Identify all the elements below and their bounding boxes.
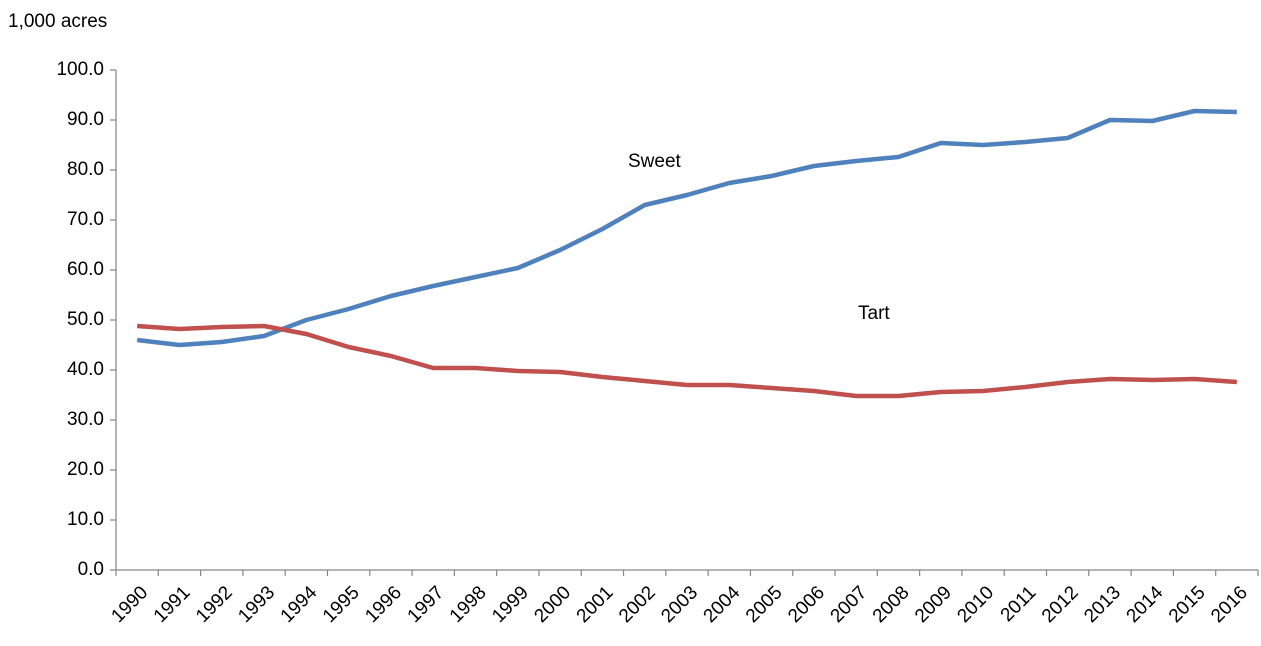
y-tick-label: 10.0 [67, 509, 104, 530]
x-tick-label: 2014 [1123, 582, 1168, 627]
x-tick-label: 1999 [488, 582, 533, 627]
y-tick-label: 60.0 [67, 259, 104, 280]
x-tick-label: 2005 [742, 582, 787, 627]
x-tick-label: 2003 [657, 582, 702, 627]
y-tick-label: 100.0 [56, 59, 104, 80]
x-tick-label: 2007 [827, 582, 872, 627]
x-tick-label: 2011 [997, 582, 1041, 626]
x-tick-label: 1991 [150, 582, 195, 627]
series-label: Sweet [628, 151, 682, 172]
x-tick-label: 2012 [1038, 582, 1083, 627]
x-tick-label: 2016 [1207, 582, 1252, 627]
x-tick-label: 2002 [615, 582, 660, 627]
x-tick-label: 2010 [953, 582, 998, 627]
x-tick-label: 1993 [234, 582, 279, 627]
x-tick-label: 1990 [107, 582, 152, 627]
x-tick-label: 1994 [277, 582, 322, 627]
x-tick-label: 2015 [1165, 582, 1210, 627]
y-tick-label: 50.0 [67, 309, 104, 330]
y-tick-label: 70.0 [67, 209, 104, 230]
y-axis-label: 1,000 acres [8, 11, 107, 32]
y-tick-label: 30.0 [67, 409, 104, 430]
x-tick-label: 2009 [911, 582, 956, 627]
x-tick-label: 2000 [530, 582, 575, 627]
y-tick-label: 40.0 [67, 359, 104, 380]
series-line [136, 108, 1237, 348]
x-tick-label: 1998 [446, 582, 491, 627]
x-tick-label: 1996 [361, 582, 406, 627]
x-tick-label: 2013 [1080, 582, 1125, 627]
y-tick-label: 0.0 [78, 559, 104, 580]
x-tick-label: 2006 [784, 582, 829, 627]
y-tick-label: 90.0 [67, 109, 104, 130]
series-label: Tart [858, 303, 890, 324]
y-tick-label: 80.0 [67, 159, 104, 180]
x-tick-label: 2001 [573, 582, 618, 627]
series-line [136, 323, 1238, 399]
x-tick-label: 2004 [700, 582, 745, 627]
y-tick-label: 20.0 [67, 459, 104, 480]
x-tick-label: 1995 [319, 582, 364, 627]
x-tick-label: 1997 [404, 582, 449, 627]
x-tick-label: 1992 [192, 582, 237, 627]
x-tick-label: 2008 [869, 582, 914, 627]
